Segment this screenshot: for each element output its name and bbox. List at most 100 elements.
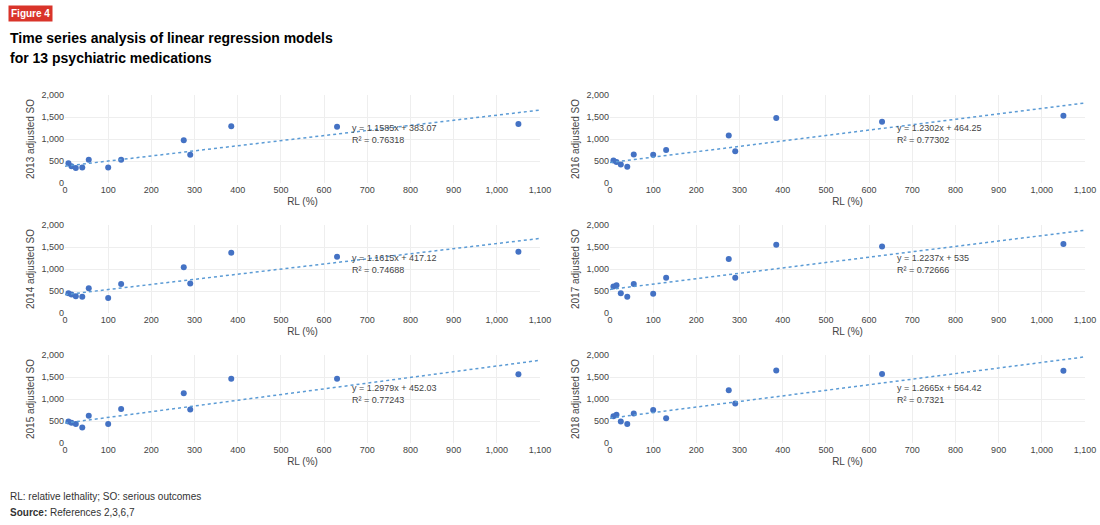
svg-text:2018 adjusted SO: 2018 adjusted SO [570, 359, 581, 439]
svg-text:900: 900 [991, 445, 1006, 455]
svg-text:500: 500 [818, 185, 833, 195]
svg-text:500: 500 [594, 286, 609, 296]
svg-text:1,100: 1,100 [1074, 445, 1097, 455]
svg-text:500: 500 [818, 315, 833, 325]
svg-text:400: 400 [775, 445, 790, 455]
svg-text:600: 600 [317, 445, 332, 455]
svg-text:1,500: 1,500 [41, 112, 64, 122]
svg-text:200: 200 [689, 315, 704, 325]
svg-text:1,000: 1,000 [486, 445, 509, 455]
svg-text:0: 0 [59, 308, 64, 318]
svg-text:2,000: 2,000 [586, 350, 609, 360]
svg-text:2,000: 2,000 [586, 220, 609, 230]
svg-text:RL (%): RL (%) [287, 456, 318, 467]
svg-text:800: 800 [403, 185, 418, 195]
svg-text:100: 100 [101, 445, 116, 455]
svg-text:1,000: 1,000 [1031, 185, 1054, 195]
svg-text:800: 800 [403, 315, 418, 325]
svg-text:Source: References 2,3,6,7: Source: References 2,3,6,7 [10, 507, 135, 518]
svg-text:700: 700 [360, 185, 375, 195]
svg-text:900: 900 [991, 185, 1006, 195]
svg-text:900: 900 [446, 445, 461, 455]
svg-text:2017 adjusted SO: 2017 adjusted SO [570, 229, 581, 309]
svg-text:900: 900 [446, 185, 461, 195]
svg-text:500: 500 [273, 185, 288, 195]
svg-text:300: 300 [732, 445, 747, 455]
svg-text:RL (%): RL (%) [832, 196, 863, 207]
svg-text:RL: relative lethality; SO: se: RL: relative lethality; SO: serious outc… [10, 491, 201, 502]
svg-text:0: 0 [604, 178, 609, 188]
svg-text:200: 200 [689, 445, 704, 455]
svg-text:1,000: 1,000 [1031, 315, 1054, 325]
svg-text:600: 600 [862, 185, 877, 195]
svg-text:Time series analysis of linear: Time series analysis of linear regressio… [10, 30, 333, 46]
svg-text:0: 0 [59, 178, 64, 188]
svg-text:800: 800 [403, 445, 418, 455]
svg-text:400: 400 [230, 185, 245, 195]
svg-text:500: 500 [818, 445, 833, 455]
svg-text:500: 500 [49, 156, 64, 166]
svg-text:y = 1.2979x + 452.03R² = 0.772: y = 1.2979x + 452.03R² = 0.77243 [352, 383, 437, 405]
svg-text:200: 200 [144, 315, 159, 325]
svg-text:400: 400 [230, 445, 245, 455]
svg-text:300: 300 [732, 185, 747, 195]
svg-text:1,000: 1,000 [586, 394, 609, 404]
svg-text:100: 100 [101, 185, 116, 195]
svg-text:300: 300 [187, 185, 202, 195]
svg-text:1,100: 1,100 [1074, 185, 1097, 195]
svg-text:2013 adjusted SO: 2013 adjusted SO [25, 99, 36, 179]
svg-text:100: 100 [646, 445, 661, 455]
svg-text:400: 400 [775, 315, 790, 325]
svg-text:1,000: 1,000 [486, 185, 509, 195]
svg-text:1,000: 1,000 [586, 134, 609, 144]
svg-text:0: 0 [62, 185, 67, 195]
svg-text:500: 500 [273, 315, 288, 325]
svg-text:0: 0 [607, 445, 612, 455]
svg-text:RL (%): RL (%) [287, 196, 318, 207]
svg-text:1,000: 1,000 [486, 315, 509, 325]
svg-text:600: 600 [862, 445, 877, 455]
svg-text:500: 500 [49, 416, 64, 426]
svg-text:2,000: 2,000 [41, 220, 64, 230]
svg-text:200: 200 [689, 185, 704, 195]
svg-text:1,100: 1,100 [529, 315, 552, 325]
svg-text:0: 0 [62, 315, 67, 325]
svg-text:y = 1.1615x + 417.12R² = 0.746: y = 1.1615x + 417.12R² = 0.74688 [352, 253, 437, 275]
svg-text:0: 0 [59, 438, 64, 448]
svg-text:500: 500 [594, 416, 609, 426]
svg-text:300: 300 [732, 315, 747, 325]
svg-text:1,500: 1,500 [586, 242, 609, 252]
svg-text:1,000: 1,000 [1031, 445, 1054, 455]
svg-text:300: 300 [187, 315, 202, 325]
svg-text:100: 100 [101, 315, 116, 325]
svg-text:600: 600 [317, 315, 332, 325]
svg-text:0: 0 [604, 308, 609, 318]
svg-text:1,100: 1,100 [1074, 315, 1097, 325]
svg-text:0: 0 [604, 438, 609, 448]
svg-text:1,500: 1,500 [586, 372, 609, 382]
svg-text:700: 700 [905, 315, 920, 325]
svg-text:2016 adjusted SO: 2016 adjusted SO [570, 99, 581, 179]
svg-text:400: 400 [230, 315, 245, 325]
svg-text:500: 500 [594, 156, 609, 166]
svg-text:700: 700 [360, 315, 375, 325]
svg-text:for 13 psychiatric medications: for 13 psychiatric medications [10, 50, 212, 66]
svg-text:1,100: 1,100 [529, 185, 552, 195]
svg-text:RL (%): RL (%) [832, 326, 863, 337]
svg-text:1,000: 1,000 [586, 264, 609, 274]
svg-text:1,500: 1,500 [586, 112, 609, 122]
svg-text:2,000: 2,000 [586, 90, 609, 100]
svg-text:1,000: 1,000 [41, 264, 64, 274]
svg-text:0: 0 [607, 315, 612, 325]
svg-text:700: 700 [905, 445, 920, 455]
svg-text:500: 500 [49, 286, 64, 296]
svg-text:RL (%): RL (%) [832, 456, 863, 467]
svg-text:600: 600 [862, 315, 877, 325]
svg-text:2015 adjusted SO: 2015 adjusted SO [25, 359, 36, 439]
svg-text:2,000: 2,000 [41, 350, 64, 360]
svg-text:900: 900 [446, 315, 461, 325]
svg-text:2014 adjusted SO: 2014 adjusted SO [25, 229, 36, 309]
svg-text:1,500: 1,500 [41, 372, 64, 382]
svg-text:1,000: 1,000 [41, 134, 64, 144]
svg-text:100: 100 [646, 315, 661, 325]
